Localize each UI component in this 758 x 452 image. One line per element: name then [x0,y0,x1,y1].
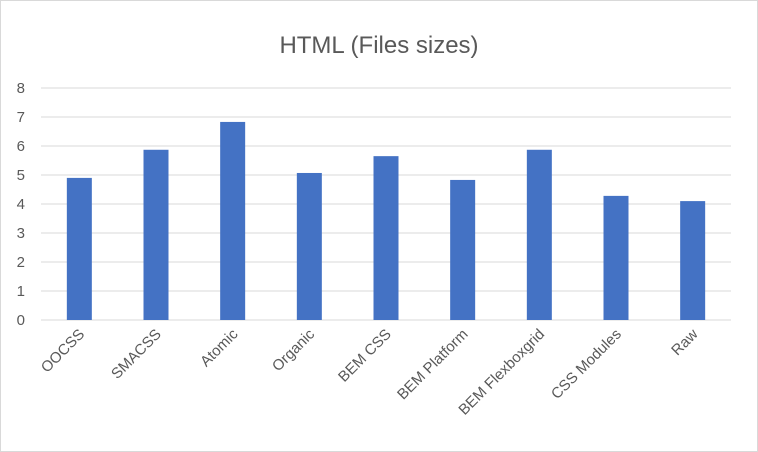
x-axis-ticks: OOCSS SMACSS Atomic Organic BEM CSS BEM Platf… [38,325,702,418]
x-tick-label: BEM CSS [335,326,395,386]
bar-smacss [143,149,169,320]
y-tick-label: 7 [17,109,25,126]
x-tick-label: Organic [269,325,319,375]
bar-bem-css [373,156,399,320]
y-tick-label: 1 [17,283,25,300]
bar-oocss [66,177,92,320]
x-tick-label: Raw [668,326,701,359]
bar-raw [680,201,706,320]
y-tick-label: 3 [17,225,25,242]
y-tick-label: 8 [17,80,25,97]
bar-bem-flexboxgrid [526,149,552,320]
x-tick-label: OOCSS [38,326,88,376]
x-tick-label: Atomic [197,325,242,370]
bar-atomic [220,121,246,321]
y-tick-label: 4 [17,196,25,213]
bars [66,121,706,321]
x-tick-label: BEM Platform [394,326,471,403]
y-tick-label: 5 [17,167,25,184]
x-tick-label: CSS Modules [548,326,625,403]
bar-css-modules [603,195,629,320]
y-tick-label: 6 [17,138,25,155]
y-tick-label: 0 [17,312,25,329]
y-tick-label: 2 [17,254,25,271]
chart-title: HTML (Files sizes) [279,32,478,59]
x-tick-label: SMACSS [108,326,165,383]
bar-organic [296,172,322,320]
y-axis-ticks: 0 1 2 3 4 5 6 7 8 [17,80,25,329]
bar-bem-platform [450,179,476,320]
